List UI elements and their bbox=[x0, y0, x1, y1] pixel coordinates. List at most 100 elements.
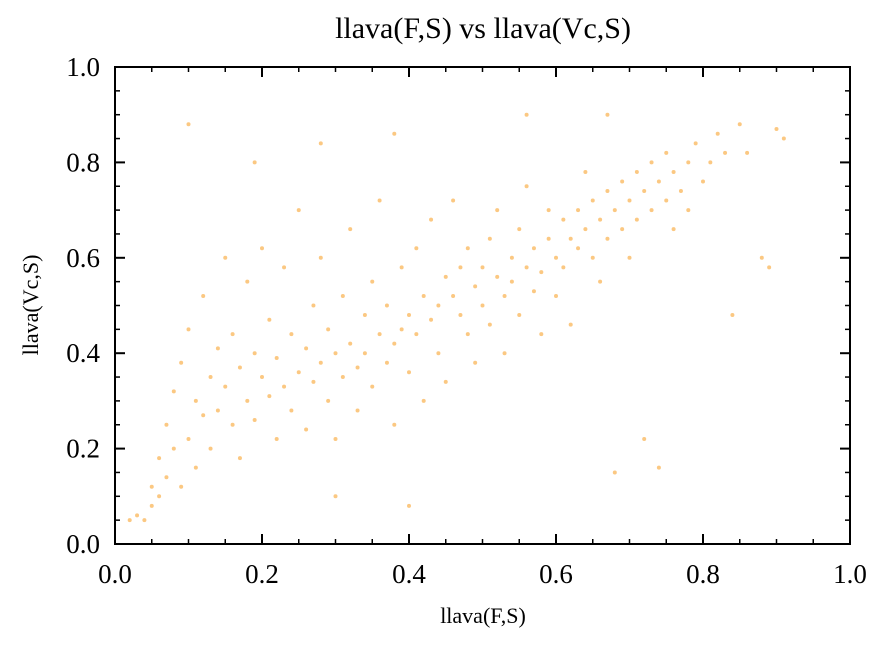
scatter-point bbox=[583, 169, 588, 174]
scatter-point bbox=[590, 255, 595, 260]
scatter-point bbox=[487, 322, 492, 327]
scatter-point bbox=[487, 236, 492, 241]
scatter-point bbox=[576, 208, 581, 213]
scatter-point bbox=[267, 394, 272, 399]
scatter-point bbox=[304, 346, 309, 351]
scatter-point bbox=[634, 217, 639, 222]
scatter-point bbox=[237, 456, 242, 461]
scatter-point bbox=[554, 293, 558, 298]
scatter-point bbox=[693, 141, 698, 146]
scatter-point bbox=[539, 270, 544, 275]
scatter-point bbox=[274, 355, 279, 360]
scatter-point bbox=[436, 351, 441, 356]
scatter-point bbox=[223, 255, 228, 260]
scatter-point bbox=[598, 279, 603, 284]
scatter-point bbox=[745, 150, 750, 155]
scatter-point bbox=[193, 465, 198, 470]
scatter-point bbox=[664, 198, 669, 203]
scatter-point bbox=[759, 255, 764, 260]
scatter-point bbox=[590, 198, 595, 203]
scatter-point bbox=[627, 255, 632, 260]
scatter-point bbox=[355, 365, 360, 370]
scatter-point bbox=[274, 437, 279, 442]
scatter-point bbox=[171, 389, 176, 394]
scatter-point bbox=[135, 513, 140, 518]
scatter-point bbox=[230, 422, 235, 427]
scatter-point bbox=[664, 150, 669, 155]
scatter-point bbox=[171, 446, 176, 451]
scatter-point bbox=[583, 227, 588, 232]
scatter-point bbox=[524, 184, 529, 189]
scatter-point bbox=[598, 217, 603, 222]
scatter-point bbox=[237, 365, 242, 370]
scatter-point bbox=[267, 317, 272, 322]
scatter-point bbox=[539, 332, 544, 337]
scatter-point bbox=[429, 317, 434, 322]
y-tick-label: 0.8 bbox=[66, 147, 100, 177]
y-tick-label: 0.4 bbox=[66, 338, 100, 368]
scatter-point bbox=[377, 332, 382, 337]
scatter-point bbox=[127, 518, 132, 523]
scatter-point bbox=[458, 265, 463, 270]
scatter-point bbox=[517, 313, 522, 318]
scatter-point bbox=[509, 255, 514, 260]
scatter-point bbox=[561, 217, 566, 222]
scatter-point bbox=[318, 255, 323, 260]
scatter-point bbox=[215, 408, 220, 413]
scatter-point bbox=[333, 351, 338, 356]
scatter-point bbox=[649, 208, 654, 213]
scatter-point bbox=[215, 346, 220, 351]
scatter-point bbox=[686, 160, 691, 165]
scatter-point bbox=[531, 246, 536, 251]
scatter-point bbox=[524, 112, 529, 117]
scatter-point bbox=[399, 327, 404, 332]
scatter-point bbox=[568, 322, 573, 327]
scatter-point bbox=[311, 379, 316, 384]
x-tick-label: 0.2 bbox=[245, 559, 279, 589]
scatter-point bbox=[282, 384, 287, 389]
scatter-point bbox=[767, 265, 772, 270]
scatter-point bbox=[208, 375, 213, 380]
scatter-point bbox=[186, 122, 191, 127]
scatter-point bbox=[458, 313, 463, 318]
scatter-point bbox=[656, 465, 661, 470]
scatter-point bbox=[774, 127, 779, 132]
y-tick-label: 1.0 bbox=[66, 52, 100, 82]
scatter-point bbox=[451, 293, 456, 298]
scatter-point bbox=[737, 122, 742, 127]
scatter-point bbox=[546, 236, 551, 241]
scatter-point bbox=[451, 198, 456, 203]
x-tick-label: 0.4 bbox=[392, 559, 426, 589]
x-tick-label: 0.6 bbox=[539, 559, 573, 589]
scatter-point bbox=[370, 384, 375, 389]
chart-title: llava(F,S) vs llava(Vc,S) bbox=[335, 12, 631, 45]
scatter-point bbox=[524, 265, 529, 270]
scatter-point bbox=[245, 398, 250, 403]
scatter-point bbox=[627, 198, 632, 203]
scatter-point bbox=[186, 437, 191, 442]
scatter-point bbox=[730, 313, 735, 318]
scatter-point bbox=[502, 351, 507, 356]
scatter-point bbox=[157, 456, 162, 461]
scatter-point bbox=[421, 398, 426, 403]
scatter-point bbox=[164, 475, 169, 480]
scatter-point bbox=[605, 112, 610, 117]
scatter-point bbox=[318, 360, 323, 365]
scatter-point bbox=[260, 246, 264, 251]
scatter-point bbox=[407, 503, 411, 508]
scatter-point bbox=[561, 265, 566, 270]
scatter-point bbox=[142, 518, 147, 523]
scatter-point bbox=[576, 246, 581, 251]
scatter-point bbox=[723, 150, 728, 155]
scatter-point bbox=[289, 408, 294, 413]
x-tick-label: 0.0 bbox=[98, 559, 132, 589]
scatter-point bbox=[208, 446, 213, 451]
x-tick-label: 1.0 bbox=[833, 559, 867, 589]
scatter-point bbox=[473, 360, 478, 365]
scatter-point bbox=[620, 179, 625, 184]
axis-ticks bbox=[114, 66, 851, 545]
scatter-point bbox=[517, 227, 522, 232]
scatter-point bbox=[671, 169, 676, 174]
scatter-point bbox=[781, 136, 786, 141]
